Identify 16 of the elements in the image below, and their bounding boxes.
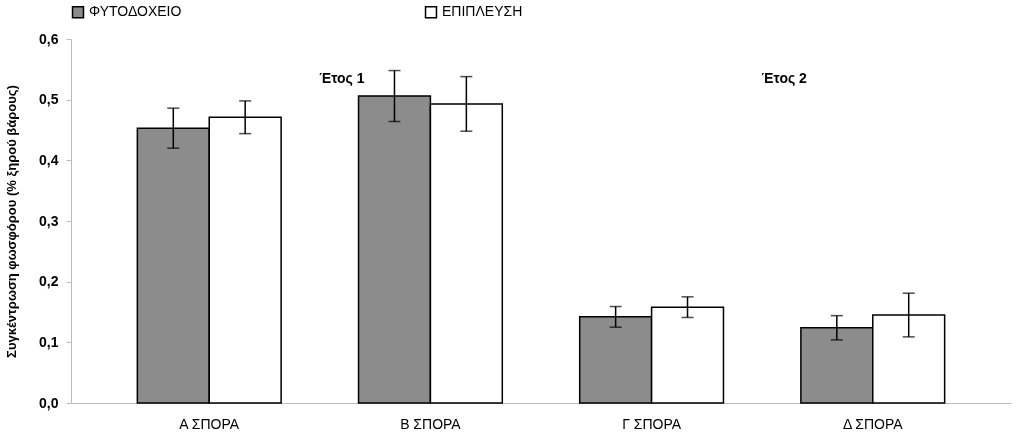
x-tick-label: Γ ΣΠΟΡΑ	[622, 415, 682, 432]
x-tick-label: Δ ΣΠΟΡΑ	[842, 415, 904, 432]
legend-label: ΕΠΙΠΛΕΥΣΗ	[442, 3, 523, 20]
y-tick-label: 0,4	[39, 151, 59, 168]
y-axis-title: Συγκέντρωση φωσφόρου (% ξηρού βάρους)	[4, 85, 20, 358]
x-tick-label: Α ΣΠΟΡΑ	[179, 415, 240, 432]
legend-label: ΦΥΤΟΔΟΧΕΙΟ	[89, 3, 182, 20]
annotation: Έτος 1	[319, 70, 365, 86]
y-tick-label: 0,6	[39, 30, 59, 47]
y-tick-label: 0,5	[39, 91, 59, 108]
annotation: Έτος 2	[761, 70, 808, 86]
y-tick-label: 0,1	[39, 333, 59, 350]
y-tick-label: 0,3	[39, 212, 59, 229]
y-tick-label: 0,0	[39, 394, 59, 411]
y-tick-label: 0,2	[39, 273, 59, 290]
x-tick-label: Β ΣΠΟΡΑ	[400, 415, 462, 432]
